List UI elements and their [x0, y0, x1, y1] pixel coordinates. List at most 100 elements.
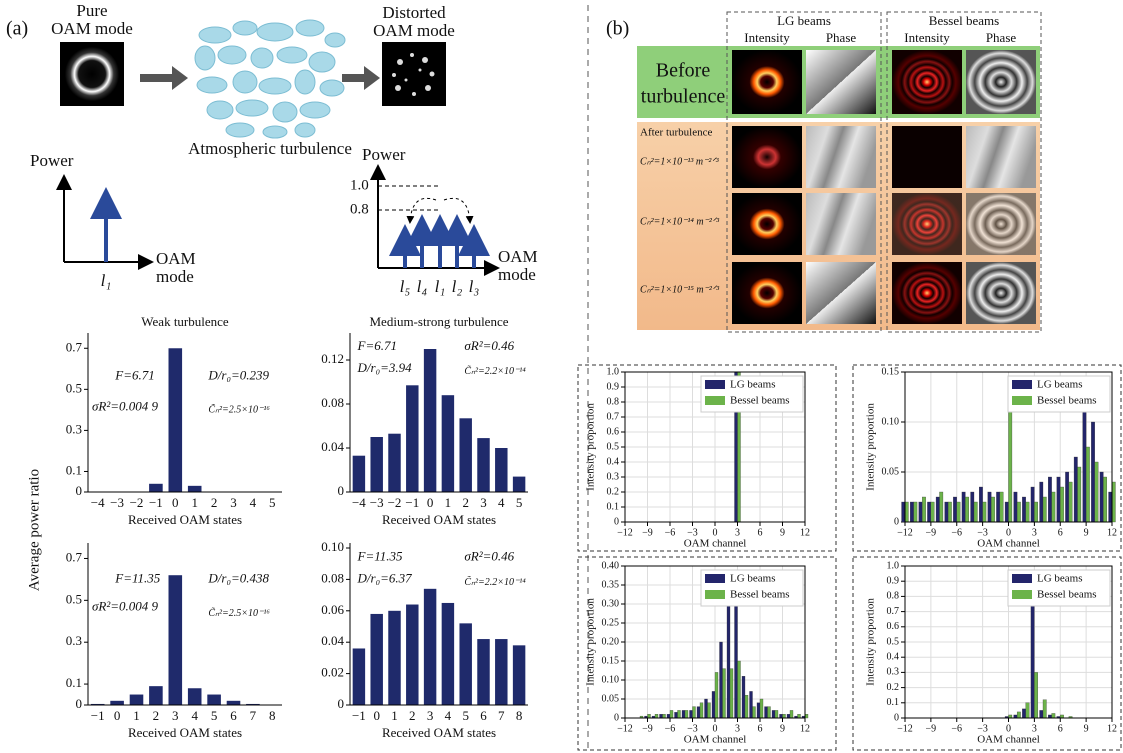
bar	[495, 639, 507, 705]
x-tick-label: −4	[91, 495, 105, 510]
annotation: σR²=0.004 9	[92, 599, 159, 614]
y-tick-label: 0.02	[321, 665, 344, 680]
legend-label: LG beams	[1037, 573, 1083, 585]
x-tick-label: −3	[687, 723, 698, 734]
page: { "panel_a": {"label": "(a)", "pure": ["…	[0, 0, 1123, 753]
bar	[1100, 472, 1103, 522]
x-tick-label: 7	[498, 708, 505, 723]
x-tick-label: 8	[516, 708, 523, 723]
bar	[1052, 713, 1055, 718]
y-tick-label: 0.04	[321, 633, 344, 648]
bar	[188, 486, 202, 492]
legend-label: Bessel beams	[1037, 589, 1097, 601]
bar	[370, 614, 382, 705]
x-tick-label: 4	[250, 495, 257, 510]
bar	[936, 497, 939, 522]
bar	[477, 438, 489, 492]
legend-swatch	[705, 380, 725, 389]
axis-label: Power	[30, 151, 74, 170]
x-tick-label: 9	[1084, 527, 1089, 538]
y-tick-label: 0.25	[602, 617, 620, 628]
bar	[406, 385, 418, 492]
coupling-arrow	[444, 198, 470, 222]
beam-image	[966, 193, 1036, 255]
bar	[1069, 482, 1072, 522]
x-tick-label: −1	[149, 495, 163, 510]
bar	[991, 497, 994, 522]
bar	[1031, 487, 1034, 522]
column-label: Phase	[986, 30, 1017, 45]
y-axis-label: Average power ratio	[26, 469, 42, 591]
bar	[948, 502, 951, 522]
y-tick-label: 0	[894, 712, 899, 723]
y-tick-label: 0.30	[602, 598, 620, 609]
x-axis-label: Received OAM states	[128, 725, 242, 740]
x-tick-label: 3	[427, 708, 434, 723]
bar	[974, 502, 977, 522]
pure-mode-ring	[60, 42, 124, 106]
condition-label: Cₙ²=1×10⁻¹⁵ m⁻²ᐟ³	[640, 284, 720, 295]
bar	[742, 676, 745, 718]
x-tick-label: −9	[926, 723, 937, 734]
bar	[787, 714, 790, 718]
bar	[442, 603, 454, 705]
y-tick-label: 0.7	[607, 411, 620, 422]
x-tick-label: 0	[114, 708, 121, 723]
bar	[388, 611, 400, 705]
bar	[1057, 477, 1060, 522]
row-label: turbulence	[641, 86, 726, 108]
legend-label: LG beams	[1037, 379, 1083, 391]
y-tick-label: 0.15	[882, 366, 900, 377]
mode-label: l₅	[400, 277, 411, 296]
legend-swatch	[1012, 574, 1032, 583]
y-axis-label: Intensity proportion	[585, 403, 597, 491]
bar	[727, 593, 730, 718]
x-tick-label: 9	[780, 527, 785, 538]
level-label: 1.0	[350, 177, 369, 193]
bar	[945, 502, 948, 522]
bar	[957, 502, 960, 522]
y-tick-label: 0.5	[66, 380, 82, 395]
column-label: Intensity	[904, 30, 950, 45]
arrow	[342, 66, 380, 90]
chart-title: Weak turbulence	[141, 314, 229, 329]
y-tick-label: 0.1	[66, 675, 82, 690]
x-tick-label: 7	[250, 708, 257, 723]
bar	[905, 502, 908, 522]
y-tick-label: 1.0	[607, 366, 620, 377]
bar	[188, 688, 202, 705]
x-tick-label: −3	[687, 527, 698, 538]
annotation: F=11.35	[114, 570, 160, 585]
x-tick-label: 2	[462, 495, 469, 510]
x-tick-label: 6	[1058, 723, 1063, 734]
beam-image	[732, 193, 802, 255]
bar	[768, 707, 771, 718]
column-label: Intensity	[744, 30, 790, 45]
x-tick-label: 0	[713, 527, 718, 538]
figure: (a) Pure OAM mode Distorted OAM mode Atm…	[0, 0, 1123, 753]
y-axis-label: Intensity proportion	[865, 403, 877, 491]
y-tick-label: 0.6	[607, 426, 620, 437]
x-axis-label: OAM channel	[977, 734, 1040, 746]
x-tick-label: 3	[735, 723, 740, 734]
legend-label: LG beams	[730, 379, 776, 391]
y-tick-label: 0	[76, 483, 83, 498]
y-tick-label: 0.3	[66, 633, 82, 648]
y-tick-label: 0.05	[882, 466, 900, 477]
y-tick-label: 0.1	[887, 697, 900, 708]
annotation: D/r₀=0.438	[207, 570, 269, 585]
x-tick-label: 3	[1032, 723, 1037, 734]
x-tick-label: 3	[735, 527, 740, 538]
bar	[1091, 422, 1094, 522]
y-tick-label: 0	[338, 696, 345, 711]
x-tick-label: 2	[153, 708, 160, 723]
x-tick-label: −12	[617, 527, 633, 538]
beam-image	[966, 50, 1036, 114]
x-tick-label: −12	[617, 723, 633, 734]
x-tick-label: 3	[230, 495, 237, 510]
x-axis-label: Received OAM states	[382, 725, 496, 740]
bar	[927, 502, 930, 522]
caption: Distorted	[382, 3, 446, 22]
bar	[1043, 497, 1046, 522]
y-tick-label: 0.7	[887, 606, 900, 617]
